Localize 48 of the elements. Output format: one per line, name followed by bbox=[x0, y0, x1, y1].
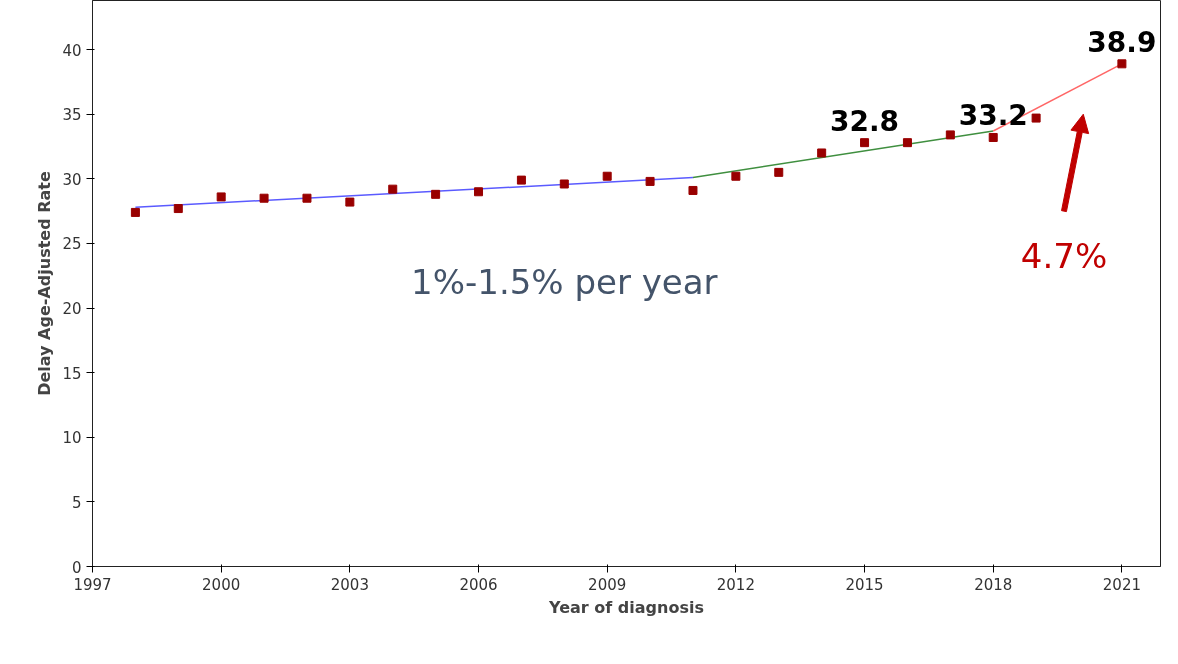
point bbox=[130, 207, 140, 217]
x-tick-label: 2003 bbox=[330, 575, 369, 594]
y-tick-label: 25 bbox=[62, 235, 82, 254]
point bbox=[731, 171, 741, 181]
annotation: 4.7% bbox=[1020, 236, 1108, 277]
data-label: 32.8 bbox=[830, 104, 900, 138]
point bbox=[902, 138, 912, 148]
point bbox=[559, 179, 569, 189]
x-tick-label: 2015 bbox=[845, 575, 884, 594]
point bbox=[860, 138, 870, 148]
x-tick-label: 1997 bbox=[73, 575, 112, 594]
data-label: 38.9 bbox=[1087, 25, 1157, 59]
point bbox=[474, 187, 484, 197]
y-tick-label: 20 bbox=[62, 300, 82, 319]
point bbox=[688, 185, 698, 195]
data-label: 33.2 bbox=[958, 99, 1028, 133]
x-tick-label: 2000 bbox=[202, 575, 241, 594]
point bbox=[259, 193, 269, 203]
point bbox=[345, 197, 355, 207]
point bbox=[1031, 113, 1041, 123]
x-tick-label: 2009 bbox=[588, 575, 627, 594]
point bbox=[388, 184, 398, 194]
point bbox=[173, 204, 183, 214]
y-axis-title: Delay Age-Adjusted Rate bbox=[35, 171, 55, 396]
annotation: 1%-1.5% per year bbox=[411, 261, 718, 302]
x-tick-label: 2006 bbox=[459, 575, 498, 594]
point bbox=[516, 175, 526, 185]
x-tick-label: 2021 bbox=[1102, 575, 1141, 594]
point bbox=[645, 176, 655, 186]
x-tick-label: 2012 bbox=[716, 575, 755, 594]
point bbox=[774, 167, 784, 177]
point bbox=[817, 148, 827, 158]
point bbox=[216, 192, 226, 202]
y-tick-label: 5 bbox=[71, 493, 82, 512]
point bbox=[431, 189, 441, 199]
x-tick-label: 2018 bbox=[974, 575, 1013, 594]
y-tick-label: 40 bbox=[62, 41, 82, 60]
point bbox=[945, 130, 955, 140]
point bbox=[1117, 59, 1127, 69]
y-tick-label: 15 bbox=[62, 364, 82, 383]
y-tick-label: 35 bbox=[62, 106, 82, 125]
y-tick-label: 10 bbox=[62, 429, 82, 448]
x-axis-title: Year of diagnosis bbox=[548, 597, 704, 617]
point bbox=[988, 132, 998, 142]
point bbox=[602, 171, 612, 181]
y-tick-label: 0 bbox=[71, 558, 82, 577]
point bbox=[302, 193, 312, 203]
y-tick-label: 30 bbox=[62, 170, 82, 189]
